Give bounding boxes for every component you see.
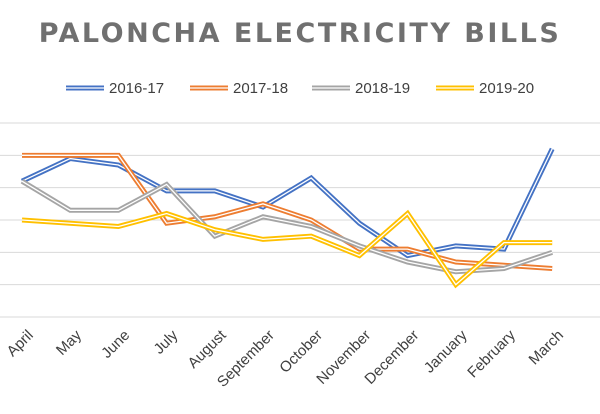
x-tick-label: August [185, 326, 231, 372]
x-tick-label: April [4, 327, 37, 360]
series-line-core [21, 212, 553, 286]
legend-label: 2016-17 [109, 80, 164, 97]
legend-item-2017-18: 2017-18 [190, 80, 288, 97]
x-tick-label: March [526, 327, 567, 368]
legend-label: 2019-20 [479, 80, 534, 97]
series-line-core [21, 180, 553, 273]
x-tick-label: June [98, 327, 133, 362]
x-tick-label: May [53, 326, 85, 358]
legend-label: 2017-18 [233, 80, 288, 97]
series-line-core [21, 148, 553, 257]
x-axis-labels: April May June July AugustSeptemberOctoberNo… [4, 326, 567, 390]
legend-item-2018-19: 2018-19 [312, 80, 410, 97]
series-lines [20, 147, 555, 289]
series-2018-19 [20, 179, 553, 275]
series-2016-17 [20, 147, 555, 259]
legend-item-2016-17: 2016-17 [66, 80, 164, 97]
x-tick-label: July [151, 326, 182, 357]
chart-title: PALONCHA ELECTRICITY BILLS [38, 18, 562, 49]
series-2019-20 [21, 209, 553, 289]
series-line-core [22, 154, 553, 270]
series-2017-18 [21, 152, 553, 271]
x-tick-label: February [464, 326, 519, 381]
legend: 2016-17 2017-18 2018-19 2019-20 [66, 80, 534, 97]
gridlines [0, 122, 600, 318]
legend-item-2019-20: 2019-20 [436, 80, 534, 97]
legend-label: 2018-19 [355, 80, 410, 97]
